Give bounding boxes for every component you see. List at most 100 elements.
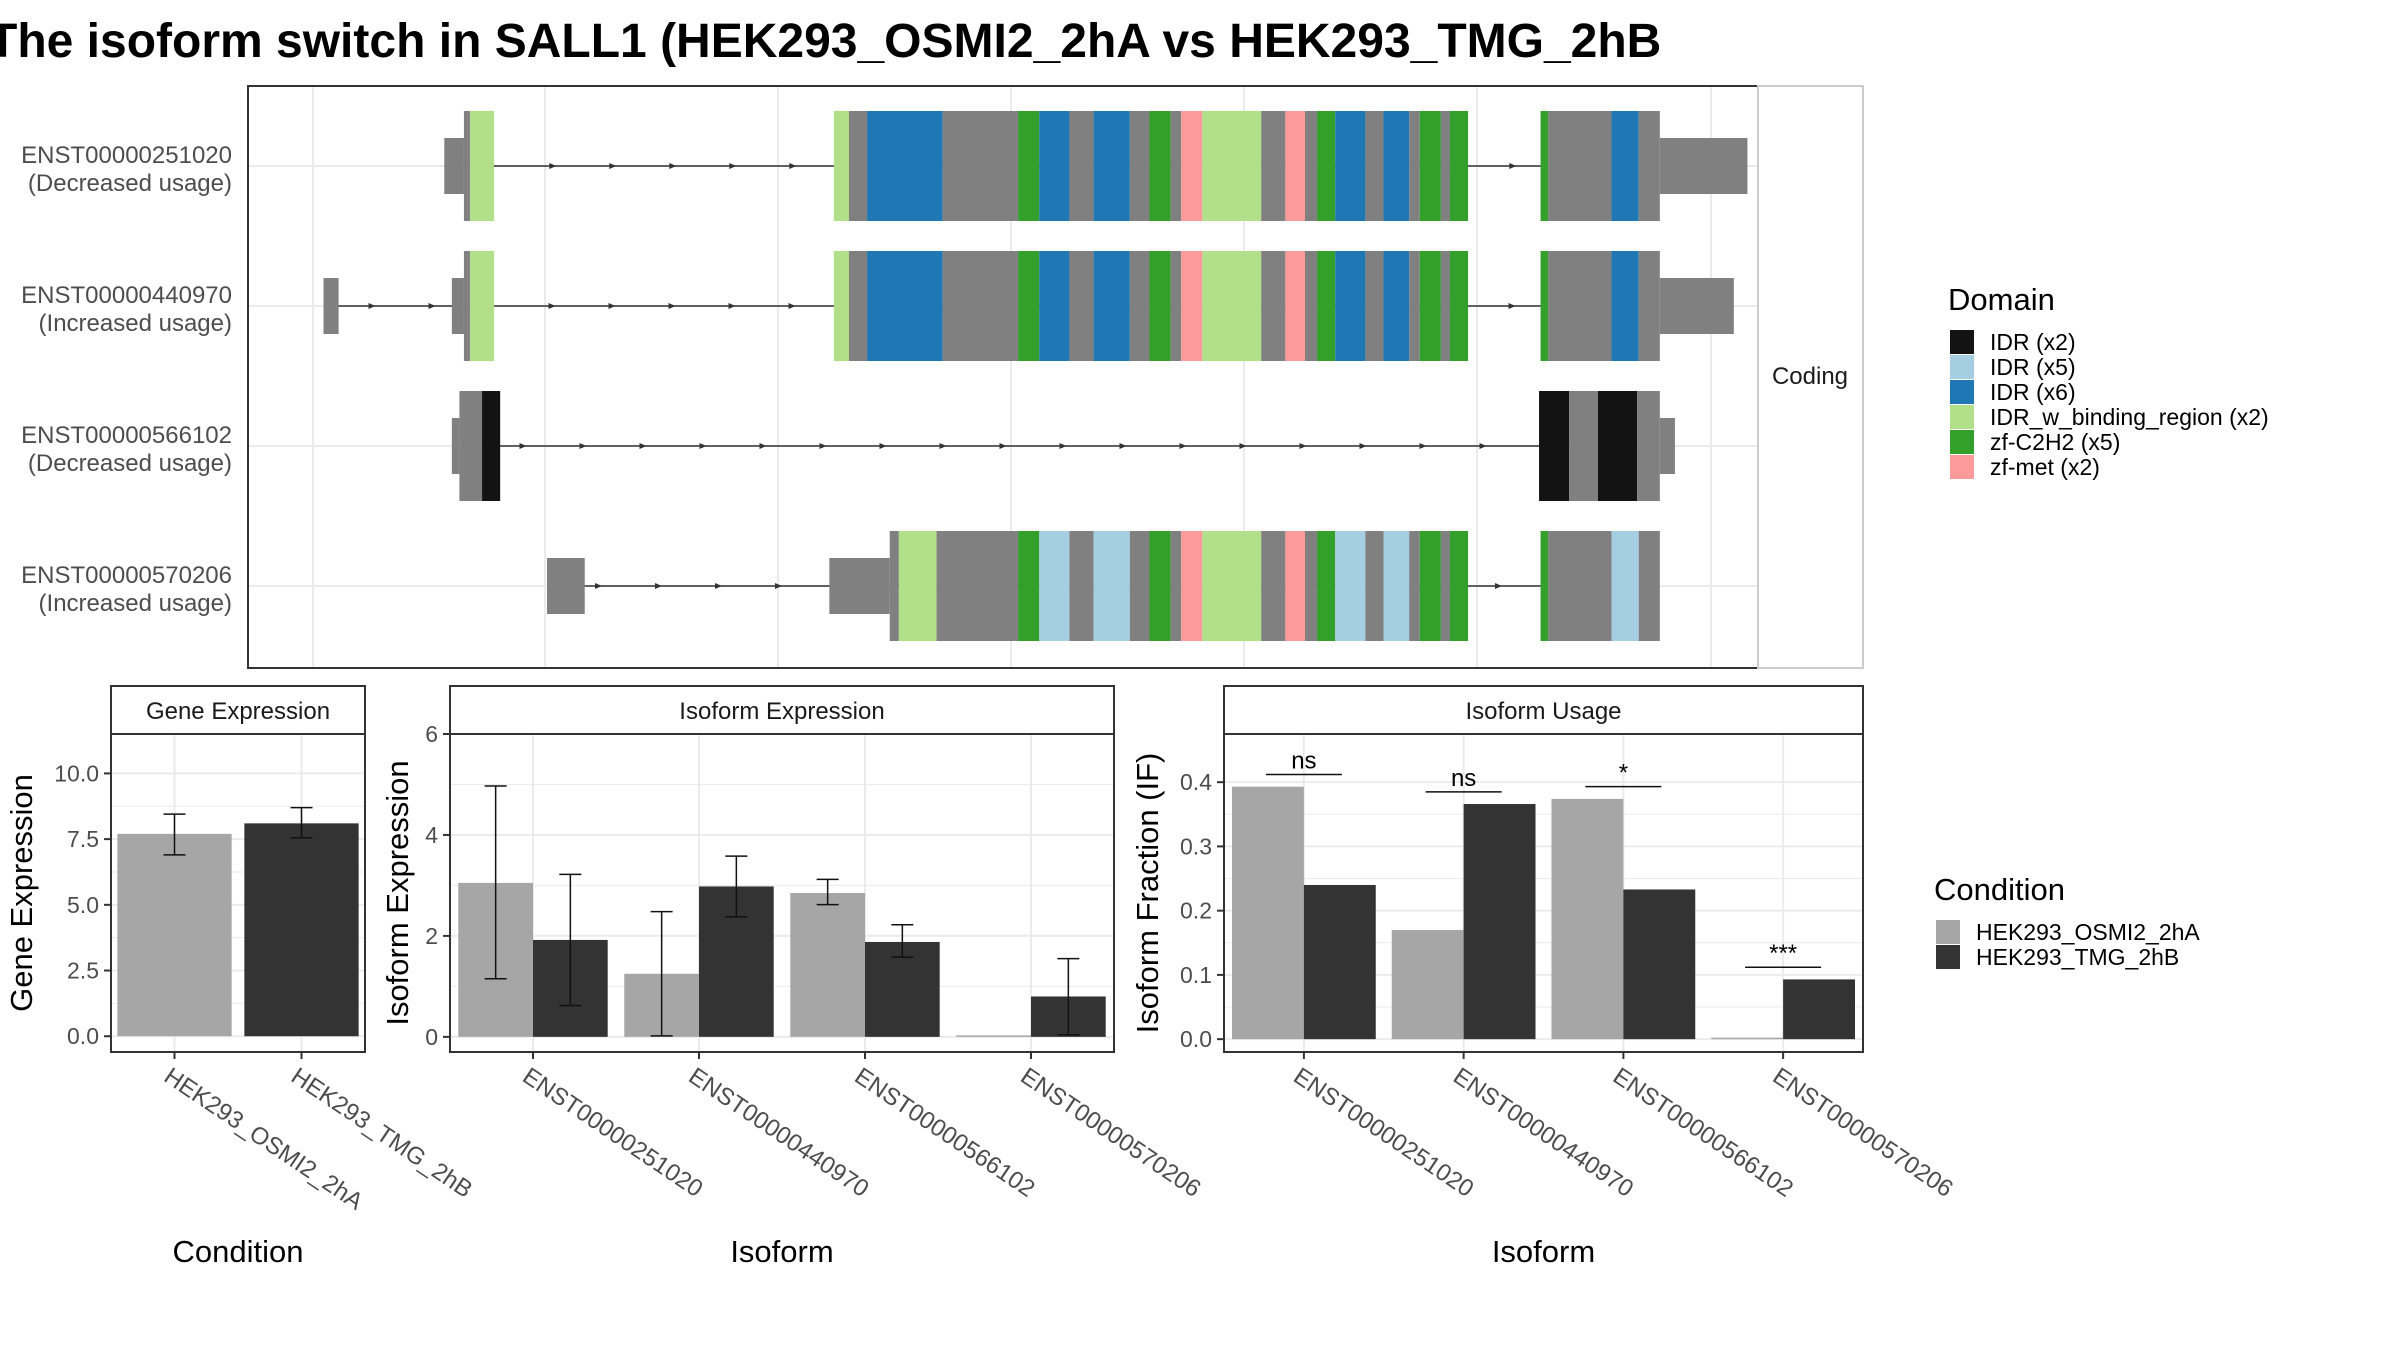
strand-arrow xyxy=(549,163,557,169)
domain-block xyxy=(898,531,937,641)
domain-legend-swatch xyxy=(1950,455,1974,479)
y-axis-title: Gene Expression xyxy=(4,774,39,1012)
strand-arrow xyxy=(715,583,722,589)
domain-block xyxy=(1039,531,1070,641)
domain-block xyxy=(1181,531,1203,641)
domain-block xyxy=(1285,111,1305,221)
transcript-track xyxy=(451,391,1675,501)
bar xyxy=(244,823,359,1037)
strand-arrow xyxy=(1419,443,1427,449)
transcript-track xyxy=(323,251,1734,361)
exon-block xyxy=(1409,111,1420,221)
x-tick-label: ENST00000251020 xyxy=(518,1063,708,1203)
strand-arrow xyxy=(595,583,602,589)
transcript-track xyxy=(546,531,1660,641)
strand-arrow xyxy=(999,443,1007,449)
exon-block xyxy=(1365,251,1384,361)
condition-legend-swatch xyxy=(1936,920,1960,944)
exon-block xyxy=(1069,111,1094,221)
y-tick-label: 5.0 xyxy=(67,892,99,918)
exon-block xyxy=(444,138,464,194)
isoform-expression-panel: Isoform Expression0246ENST00000251020ENS… xyxy=(380,685,1206,1269)
condition-legend-title: Condition xyxy=(1934,872,2065,907)
domain-block xyxy=(1039,251,1070,361)
strand-arrow xyxy=(789,163,797,169)
transcript-usage-label: (Increased usage) xyxy=(39,310,232,337)
exon-block xyxy=(1638,531,1660,641)
exon-block xyxy=(1637,391,1660,501)
domain-block xyxy=(1202,531,1262,641)
y-tick-label: 0.2 xyxy=(1180,898,1212,924)
bar xyxy=(790,893,865,1037)
exon-block xyxy=(1548,531,1612,641)
domain-block xyxy=(1202,111,1262,221)
exon-block xyxy=(1440,251,1450,361)
domain-block xyxy=(1093,531,1130,641)
exon-block xyxy=(1365,531,1384,641)
domain-block xyxy=(1419,251,1441,361)
exon-block xyxy=(848,251,868,361)
exon-block xyxy=(1261,251,1286,361)
exon-block xyxy=(829,558,890,614)
transcript-id-label: ENST00000566102 xyxy=(21,422,232,449)
domain-block xyxy=(1335,251,1366,361)
exon-block xyxy=(459,391,483,501)
significance-label: * xyxy=(1619,760,1628,787)
domain-legend-label: IDR (x2) xyxy=(1990,329,2076,355)
domain-block xyxy=(1181,251,1203,361)
domain-legend-label: IDR (x6) xyxy=(1990,379,2076,405)
domain-block xyxy=(1611,251,1639,361)
domain-legend-swatch xyxy=(1950,330,1974,354)
condition-legend-label: HEK293_TMG_2hB xyxy=(1976,944,2179,970)
exon-block xyxy=(936,531,1019,641)
strand-arrow xyxy=(729,163,737,169)
bar xyxy=(1463,804,1536,1040)
condition-legend-label: HEK293_OSMI2_2hA xyxy=(1976,919,2200,945)
bar xyxy=(1303,884,1376,1040)
y-tick-label: 0.3 xyxy=(1180,833,1212,859)
exon-block xyxy=(1659,418,1675,474)
domain-block xyxy=(1335,531,1366,641)
domain-block xyxy=(1285,531,1305,641)
strand-arrow xyxy=(788,303,796,309)
facet-strip-label: Coding xyxy=(1772,363,1848,390)
facet-strip xyxy=(110,685,366,735)
facet-strip xyxy=(1223,685,1864,735)
y-tick-label: 10.0 xyxy=(54,760,99,786)
exon-block xyxy=(1129,111,1150,221)
strand-arrow xyxy=(1359,443,1367,449)
y-tick-label: 2.5 xyxy=(67,958,99,984)
exon-block xyxy=(1261,531,1286,641)
strand-arrow xyxy=(368,303,376,309)
domain-block xyxy=(1540,111,1549,221)
exon-block xyxy=(1409,531,1420,641)
y-axis-title: Isoform Expression xyxy=(380,760,415,1025)
exon-block xyxy=(451,278,464,334)
domain-block xyxy=(1540,531,1549,641)
domain-block xyxy=(867,251,943,361)
strand-arrow xyxy=(519,443,527,449)
exon-block xyxy=(942,251,1019,361)
domain-block xyxy=(1597,391,1638,501)
facet-strip-label: Isoform Expression xyxy=(679,698,884,725)
exon-block xyxy=(889,531,899,641)
exon-block xyxy=(1170,251,1182,361)
domain-block xyxy=(833,111,849,221)
domain-block xyxy=(1285,251,1305,361)
domain-block xyxy=(1181,111,1203,221)
facet-strip-label: Gene Expression xyxy=(146,698,330,725)
exon-block xyxy=(323,278,339,334)
strand-arrow xyxy=(1299,443,1307,449)
domain-block xyxy=(1317,251,1336,361)
domain-block xyxy=(1039,111,1070,221)
x-axis-title: Condition xyxy=(173,1234,304,1269)
bar xyxy=(956,1035,1031,1037)
figure-title: The isoform switch in SALL1 (HEK293_OSMI… xyxy=(0,15,1661,68)
bar xyxy=(1551,798,1624,1040)
strand-arrow xyxy=(775,583,782,589)
exon-block xyxy=(1440,531,1450,641)
transcript-usage-label: (Decreased usage) xyxy=(28,450,232,477)
strand-arrow xyxy=(1495,583,1502,589)
